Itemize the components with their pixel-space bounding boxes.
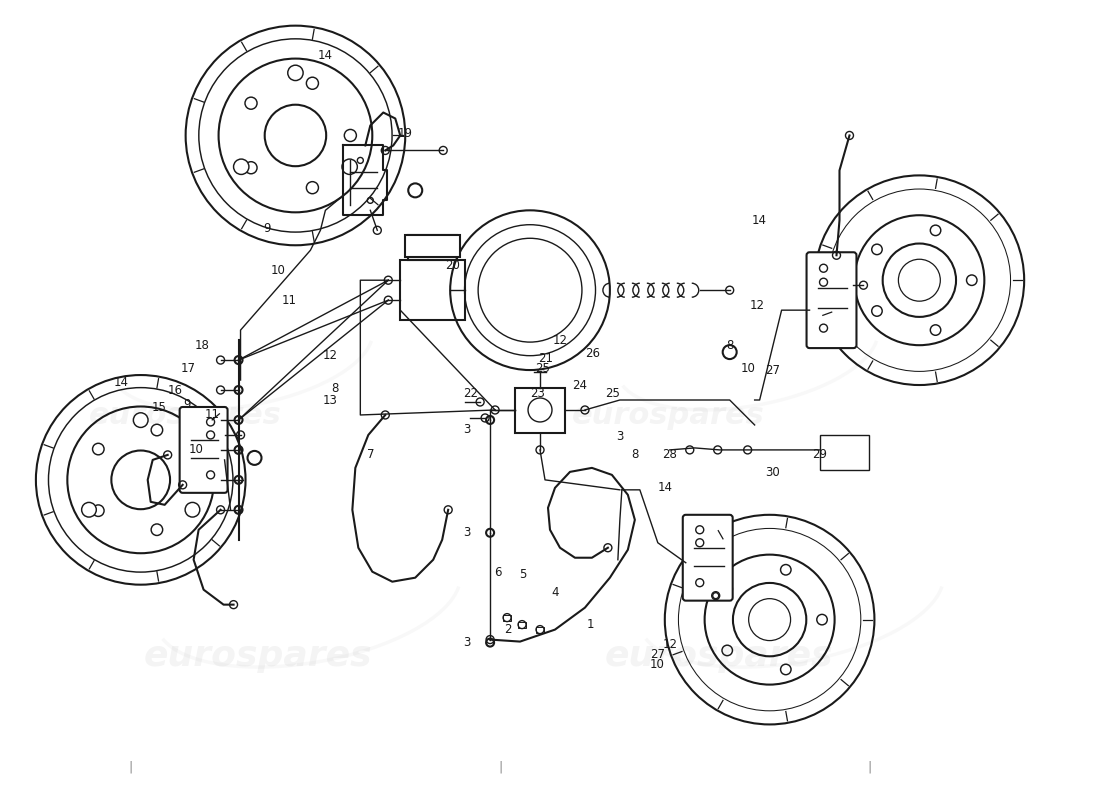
Text: 2: 2 [504, 623, 512, 636]
Circle shape [133, 413, 148, 427]
Text: 30: 30 [766, 466, 780, 479]
Text: 8: 8 [631, 449, 638, 462]
Text: 29: 29 [812, 449, 827, 462]
Text: 27: 27 [650, 648, 666, 661]
Text: 1: 1 [586, 618, 594, 631]
Text: 23: 23 [530, 386, 546, 399]
Bar [503, 614, 512, 621]
Bar [400, 260, 465, 320]
Text: |: | [498, 761, 503, 774]
Text: 14: 14 [113, 375, 129, 389]
Text: 20: 20 [444, 258, 460, 272]
Text: 12: 12 [552, 334, 568, 346]
Text: 12: 12 [750, 298, 766, 312]
Text: 14: 14 [318, 49, 333, 62]
Text: 19: 19 [398, 127, 412, 140]
Text: 14: 14 [658, 482, 672, 494]
Text: 7: 7 [366, 449, 374, 462]
Text: 22: 22 [463, 386, 477, 399]
Text: 10: 10 [740, 362, 755, 374]
Bar [408, 235, 458, 260]
Text: 18: 18 [195, 338, 210, 351]
Text: 28: 28 [662, 449, 678, 462]
Text: 11: 11 [282, 294, 297, 306]
Circle shape [342, 159, 358, 174]
Text: 12: 12 [662, 638, 678, 651]
Text: 13: 13 [323, 394, 338, 406]
Text: 10: 10 [649, 658, 664, 671]
Text: 26: 26 [585, 346, 601, 359]
Text: 4: 4 [551, 586, 559, 599]
FancyBboxPatch shape [806, 252, 857, 348]
Text: eurospares: eurospares [89, 402, 282, 430]
Circle shape [81, 502, 97, 517]
Text: eurospares: eurospares [572, 402, 764, 430]
Text: 8: 8 [332, 382, 339, 394]
Text: 24: 24 [572, 378, 587, 391]
Text: eurospares: eurospares [605, 638, 834, 673]
Text: 16: 16 [168, 383, 184, 397]
Circle shape [185, 502, 200, 517]
Text: 10: 10 [188, 443, 204, 457]
Bar [405, 235, 460, 258]
Text: 17: 17 [182, 362, 196, 374]
Text: 27: 27 [766, 363, 780, 377]
FancyBboxPatch shape [683, 515, 733, 601]
Text: 15: 15 [151, 402, 166, 414]
Text: 25: 25 [605, 386, 620, 399]
Text: 25: 25 [536, 362, 550, 374]
Text: 9: 9 [264, 222, 272, 234]
Text: 3: 3 [463, 636, 471, 649]
Text: 8: 8 [726, 338, 734, 351]
Text: 11: 11 [205, 409, 220, 422]
Text: 5: 5 [519, 568, 527, 581]
Text: eurospares: eurospares [144, 638, 372, 673]
Bar [536, 626, 544, 633]
Circle shape [233, 159, 249, 174]
Text: |: | [129, 761, 133, 774]
Circle shape [288, 65, 304, 81]
Bar [518, 622, 526, 628]
Text: 3: 3 [616, 430, 624, 443]
Text: 6: 6 [494, 566, 502, 579]
Text: 10: 10 [271, 264, 286, 277]
Text: 21: 21 [539, 351, 553, 365]
Bar [820, 435, 869, 470]
Text: 12: 12 [323, 349, 338, 362]
Text: 9: 9 [183, 398, 190, 411]
Text: 3: 3 [463, 526, 471, 539]
Bar [515, 388, 565, 433]
FancyBboxPatch shape [179, 407, 228, 493]
Text: 3: 3 [463, 423, 471, 437]
Text: 14: 14 [752, 214, 767, 227]
Text: |: | [867, 761, 871, 774]
